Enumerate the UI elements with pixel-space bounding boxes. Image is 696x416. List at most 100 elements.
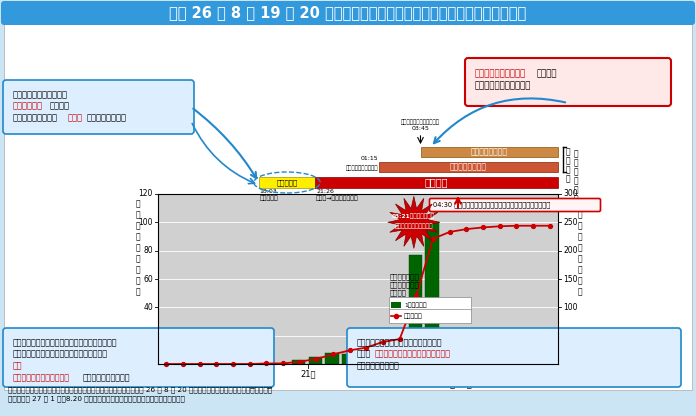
Text: （: （ (136, 254, 141, 263)
Text: 50: 50 (563, 331, 573, 340)
Bar (475, 360, 489, 364)
Bar (492, 361, 505, 364)
Text: 量: 量 (578, 243, 583, 252)
Text: 水: 水 (578, 232, 583, 241)
Text: 避難勧告等の対象範囲の判断を支援する: 避難勧告等の対象範囲の判断を支援する (357, 338, 443, 347)
Bar (325, 353, 338, 364)
Text: 象: 象 (574, 176, 578, 185)
Text: の降水量: の降水量 (390, 290, 407, 296)
Bar (509, 363, 522, 364)
Text: リ: リ (578, 276, 583, 285)
Bar (259, 177, 315, 188)
Text: 表: 表 (566, 156, 570, 165)
Text: 報: 報 (574, 194, 578, 203)
Text: 03:45: 03:45 (411, 126, 429, 131)
Text: 15時: 15時 (200, 369, 216, 378)
Text: いくことができないか。: いくことができないか。 (475, 81, 531, 90)
Text: 300: 300 (563, 190, 578, 198)
Text: 積算降水量: 積算降水量 (404, 313, 422, 319)
Text: 100: 100 (139, 218, 153, 227)
Text: 広島市安佐北区: 広島市安佐北区 (390, 274, 420, 280)
Text: メッシュ情報の充実や利活用の促進: メッシュ情報の充実や利活用の促進 (374, 349, 450, 358)
Text: 気: 気 (574, 167, 578, 176)
Text: 0: 0 (563, 359, 568, 369)
Text: 夜間の避難を回避するため、確度が高くなくとも: 夜間の避難を回避するため、確度が高くなくとも (13, 338, 118, 347)
Text: 大雨警報: 大雨警報 (425, 178, 448, 188)
Text: 防: 防 (574, 149, 578, 158)
Text: 段階から一段高い呼びかけ: 段階から一段高い呼びかけ (13, 373, 70, 382)
Text: 18時: 18時 (250, 369, 266, 378)
Text: 40: 40 (143, 303, 153, 312)
Text: ）: ） (136, 287, 141, 296)
Text: 120: 120 (139, 190, 153, 198)
Text: ミ: ミ (136, 265, 141, 274)
Text: 12時: 12時 (551, 369, 566, 378)
Text: 確実に: 確実に (68, 113, 83, 122)
Text: 80: 80 (143, 246, 153, 255)
Text: リ: リ (136, 276, 141, 285)
FancyBboxPatch shape (429, 198, 601, 211)
Text: 1時間降水量: 1時間降水量 (404, 302, 427, 308)
Text: 警報級の現象になる可能性があることなど、: 警報級の現象になる可能性があることなど、 (13, 349, 108, 358)
Bar (379, 162, 558, 172)
Text: 土砂災害警戒情報発表: 土砂災害警戒情報発表 (345, 166, 378, 171)
Text: 03:21土砂災害の通報: 03:21土砂災害の通報 (393, 213, 436, 219)
Text: 200: 200 (563, 246, 578, 255)
Text: 記録的短時間大雨情報発表: 記録的短時間大雨情報発表 (401, 119, 440, 125)
Text: の実施ができないか。: の実施ができないか。 (83, 373, 130, 382)
Bar (409, 255, 422, 364)
Text: 6時: 6時 (453, 369, 463, 378)
Text: 推移や危険度: 推移や危険度 (13, 101, 43, 110)
Text: 実況情報をより迅速に: 実況情報をより迅速に (475, 69, 526, 78)
Bar (392, 357, 405, 364)
Text: 発: 発 (566, 147, 570, 156)
Text: 情: 情 (574, 185, 578, 194)
Text: 注意報発表: 注意報発表 (260, 195, 278, 201)
Text: 注意報→警報に切り替え: 注意報→警報に切り替え (316, 195, 359, 201)
Text: 21:26: 21:26 (316, 189, 334, 194)
Text: 60: 60 (143, 275, 153, 283)
Text: 土砂災害緊急情報: 土砂災害緊急情報 (470, 148, 508, 156)
Text: 時: 時 (136, 199, 141, 208)
Text: 提供できないか。: 提供できないか。 (86, 113, 126, 122)
Bar (4, 24, 692, 390)
Text: 発表して: 発表して (537, 69, 557, 78)
Bar (158, 194, 558, 364)
Text: た: た (566, 174, 570, 183)
Text: 土砂災害警戒情報: 土砂災害警戒情報 (450, 163, 487, 171)
Text: 3時: 3時 (403, 369, 413, 378)
Text: 算: 算 (578, 210, 583, 219)
Text: 9時: 9時 (503, 369, 513, 378)
FancyBboxPatch shape (465, 58, 671, 106)
Text: 早い: 早い (13, 361, 22, 370)
Text: 250: 250 (563, 218, 578, 227)
Text: し: し (566, 165, 570, 174)
Text: 8月19日: 8月19日 (244, 379, 272, 388)
Text: 0: 0 (148, 359, 153, 369)
Text: 20: 20 (143, 331, 153, 340)
Text: ため、: ため、 (357, 349, 371, 358)
Bar (358, 357, 372, 364)
Bar (315, 177, 558, 188)
FancyBboxPatch shape (389, 297, 471, 311)
Text: 平成 26 年 8 月 19 ～ 20 日の広島市に対する防災気象情報の発表状況と課題: 平成 26 年 8 月 19 ～ 20 日の広島市に対する防災気象情報の発表状況… (169, 5, 527, 20)
Text: 18:03: 18:03 (260, 189, 278, 194)
Text: 24時: 24時 (350, 369, 366, 378)
FancyBboxPatch shape (389, 309, 471, 323)
Text: ミ: ミ (578, 265, 583, 274)
Text: 今後予想される雨量等の: 今後予想される雨量等の (13, 90, 68, 99)
Bar (292, 360, 305, 364)
FancyBboxPatch shape (3, 328, 274, 387)
Bar (442, 347, 455, 364)
Text: 三入（みいり）: 三入（みいり） (390, 282, 420, 288)
Text: ）: ） (578, 287, 583, 296)
Text: 量: 量 (136, 243, 141, 252)
Text: 04:30 避難勧告（広島市安佐南区梅林、八木、緑井、山本）: 04:30 避難勧告（広島市安佐南区梅林、八木、緑井、山本） (433, 202, 551, 208)
Text: 災: 災 (574, 158, 578, 167)
Text: 注）図中の土砂災害の通報及び避難勧告については、広島市の「平成 26 年 8 月 20 日の豪雨災害避難対策等に係る検証結果」: 注）図中の土砂災害の通報及び避難勧告については、広島市の「平成 26 年 8 月… (8, 386, 272, 393)
Text: （平成 27 年 1 月、8.20 豪雨災害における避難対策等検証部会）に基づく。: （平成 27 年 1 月、8.20 豪雨災害における避難対策等検証部会）に基づく… (8, 395, 185, 401)
Bar (425, 222, 438, 364)
Text: 8月20日: 8月20日 (444, 379, 472, 388)
Text: 分かりやすく、より: 分かりやすく、より (13, 113, 58, 122)
Text: 降: 降 (578, 221, 583, 230)
